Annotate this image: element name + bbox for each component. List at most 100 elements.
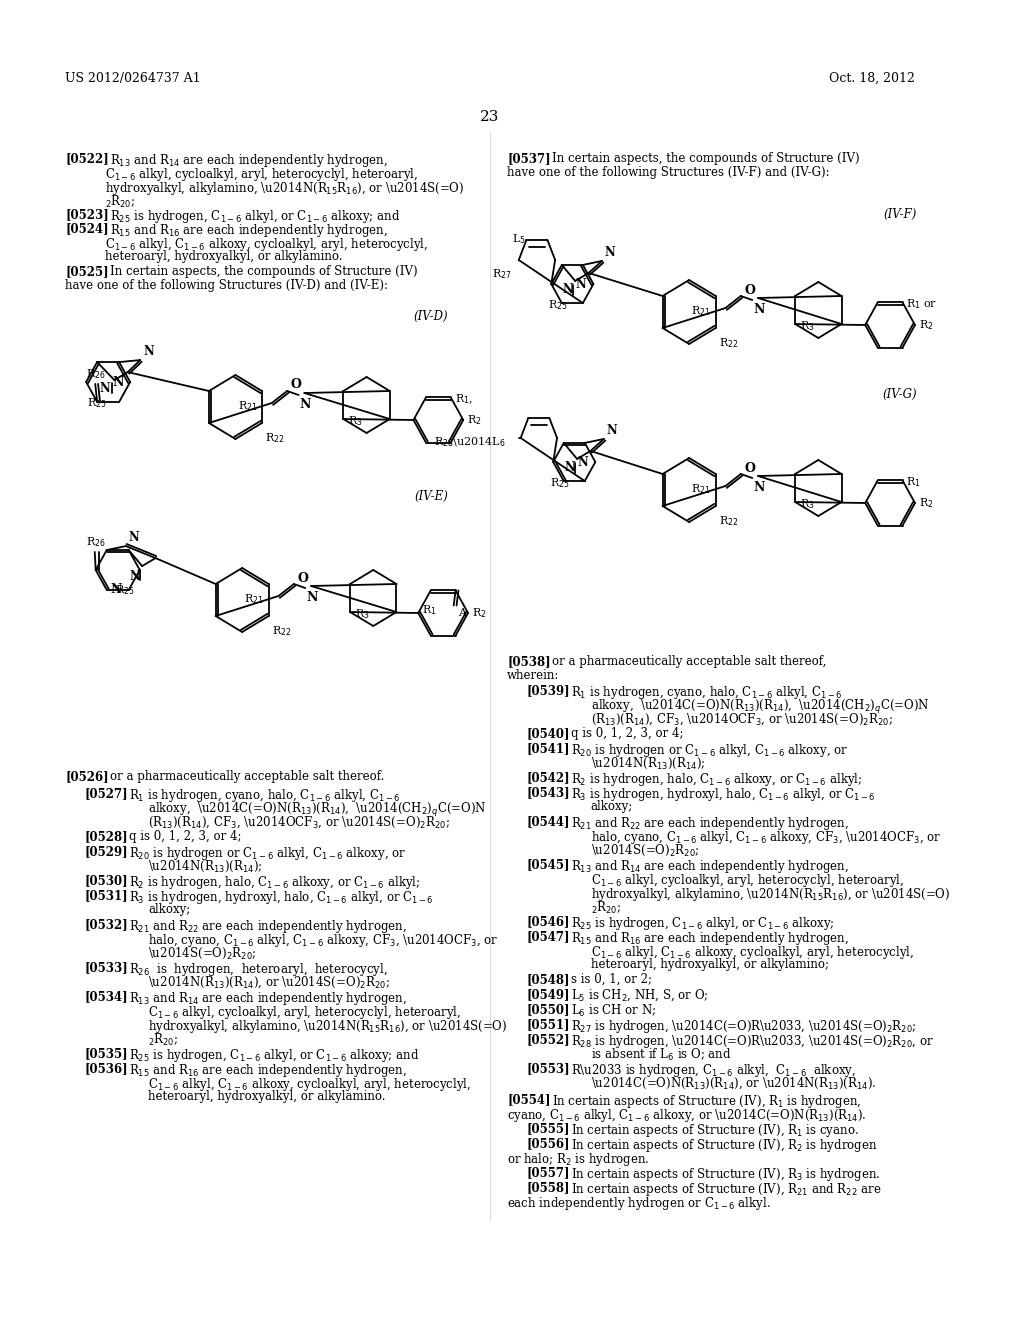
Text: R$_{21}$: R$_{21}$ xyxy=(244,591,264,606)
Text: q is 0, 1, 2, 3, or 4;: q is 0, 1, 2, 3, or 4; xyxy=(129,830,242,843)
Text: In certain aspects of Structure (IV), R$_{21}$ and R$_{22}$ are: In certain aspects of Structure (IV), R$… xyxy=(571,1181,882,1199)
Text: R$_{25}$: R$_{25}$ xyxy=(548,298,567,312)
Text: R$_{26}$: R$_{26}$ xyxy=(86,367,106,381)
Text: R$_{15}$ and R$_{16}$ are each independently hydrogen,: R$_{15}$ and R$_{16}$ are each independe… xyxy=(110,222,388,239)
Text: heteroaryl, hydroxyalkyl, or alkylamino;: heteroaryl, hydroxyalkyl, or alkylamino; xyxy=(591,958,828,972)
Text: R$_{25}$: R$_{25}$ xyxy=(115,583,134,597)
Text: [0553]: [0553] xyxy=(526,1063,570,1074)
Text: N: N xyxy=(112,375,124,388)
Text: heteroaryl, hydroxyalkyl, or alkylamino.: heteroaryl, hydroxyalkyl, or alkylamino. xyxy=(148,1090,386,1104)
Text: In certain aspects of Structure (IV), R$_{1}$ is hydrogen,: In certain aspects of Structure (IV), R$… xyxy=(552,1093,861,1110)
Text: C$_{1-6}$ alkyl, C$_{1-6}$ alkoxy, cycloalkyl, aryl, heterocyclyl,: C$_{1-6}$ alkyl, C$_{1-6}$ alkoxy, cyclo… xyxy=(105,236,429,253)
Text: R$_{15}$ and R$_{16}$ are each independently hydrogen,: R$_{15}$ and R$_{16}$ are each independe… xyxy=(571,931,849,946)
Text: Oct. 18, 2012: Oct. 18, 2012 xyxy=(829,73,915,84)
Text: [0545]: [0545] xyxy=(526,858,570,871)
Text: hydroxyalkyl, alkylamino, \u2014N(R$_{15}$R$_{16}$), or \u2014S(=O): hydroxyalkyl, alkylamino, \u2014N(R$_{15… xyxy=(148,1018,508,1035)
Text: [0557]: [0557] xyxy=(526,1166,570,1179)
Text: R$_{1}$ or: R$_{1}$ or xyxy=(906,297,938,312)
Text: [0558]: [0558] xyxy=(526,1181,570,1195)
Text: R$_{3}$ is hydrogen, hydroxyl, halo, C$_{1-6}$ alkyl, or C$_{1-6}$: R$_{3}$ is hydrogen, hydroxyl, halo, C$_… xyxy=(571,785,877,803)
Text: C$_{1-6}$ alkyl, C$_{1-6}$ alkoxy, cycloalkyl, aryl, heterocyclyl,: C$_{1-6}$ alkyl, C$_{1-6}$ alkoxy, cyclo… xyxy=(591,944,913,961)
Text: N: N xyxy=(562,282,573,296)
Text: [0549]: [0549] xyxy=(526,987,570,1001)
Text: \u2014C(=O)N(R$_{13}$)(R$_{14}$), or \u2014N(R$_{13}$)(R$_{14}$).: \u2014C(=O)N(R$_{13}$)(R$_{14}$), or \u2… xyxy=(591,1076,876,1092)
Text: N: N xyxy=(129,570,140,583)
Text: [0546]: [0546] xyxy=(526,915,570,928)
Text: have one of the following Structures (IV-F) and (IV-G):: have one of the following Structures (IV… xyxy=(507,166,829,180)
Text: R$_{22}$: R$_{22}$ xyxy=(719,337,738,350)
Text: [0538]: [0538] xyxy=(507,655,551,668)
Text: R$_{21}$: R$_{21}$ xyxy=(691,482,711,496)
Text: C$_{1-6}$ alkyl, C$_{1-6}$ alkoxy, cycloalkyl, aryl, heterocyclyl,: C$_{1-6}$ alkyl, C$_{1-6}$ alkoxy, cyclo… xyxy=(148,1076,472,1093)
Text: R$_{22}$: R$_{22}$ xyxy=(719,513,738,528)
Text: R$_{2}$: R$_{2}$ xyxy=(472,606,486,620)
Text: L$_{6}$ is CH or N;: L$_{6}$ is CH or N; xyxy=(571,1003,656,1019)
Text: [0535]: [0535] xyxy=(84,1047,128,1060)
Text: US 2012/0264737 A1: US 2012/0264737 A1 xyxy=(66,73,201,84)
Text: R$_{22}$: R$_{22}$ xyxy=(265,432,285,445)
Text: R$_{21}$: R$_{21}$ xyxy=(691,304,711,318)
Text: [0524]: [0524] xyxy=(66,222,109,235)
Text: N: N xyxy=(143,345,154,358)
Text: heteroaryl, hydroxyalkyl, or alkylamino.: heteroaryl, hydroxyalkyl, or alkylamino. xyxy=(105,249,343,263)
Text: (IV-G): (IV-G) xyxy=(883,388,916,401)
Text: R$_{3}$: R$_{3}$ xyxy=(355,607,370,620)
Text: R$_{13}$ and R$_{14}$ are each independently hydrogen,: R$_{13}$ and R$_{14}$ are each independe… xyxy=(110,152,388,169)
Text: alkoxy,  \u2014C(=O)N(R$_{13}$)(R$_{14}$),  \u2014(CH$_{2}$)$_{q}$C(=O)N: alkoxy, \u2014C(=O)N(R$_{13}$)(R$_{14}$)… xyxy=(148,801,486,818)
Text: R$_{2}$ is hydrogen, halo, C$_{1-6}$ alkoxy, or C$_{1-6}$ alkyl;: R$_{2}$ is hydrogen, halo, C$_{1-6}$ alk… xyxy=(571,771,862,788)
Text: R$_{1}$: R$_{1}$ xyxy=(422,603,436,618)
Text: N: N xyxy=(607,424,617,437)
Text: alkoxy;: alkoxy; xyxy=(591,800,633,813)
Text: O: O xyxy=(291,379,302,392)
Text: [0532]: [0532] xyxy=(84,917,128,931)
Text: L$_{5}$: L$_{5}$ xyxy=(512,232,525,246)
Text: \u2014N(R$_{13}$)(R$_{14}$);: \u2014N(R$_{13}$)(R$_{14}$); xyxy=(591,756,705,771)
Text: N: N xyxy=(575,277,587,290)
Text: C$_{1-6}$ alkyl, cycloalkyl, aryl, heterocyclyl, heteroaryl,: C$_{1-6}$ alkyl, cycloalkyl, aryl, heter… xyxy=(148,1005,462,1020)
Text: N: N xyxy=(754,480,765,494)
Text: [0556]: [0556] xyxy=(526,1137,570,1150)
Text: C$_{1-6}$ alkyl, cycloalkyl, aryl, heterocyclyl, heteroaryl,: C$_{1-6}$ alkyl, cycloalkyl, aryl, heter… xyxy=(105,166,419,183)
Text: R$_{26}$  is  hydrogen,  heteroaryl,  heterocycyl,: R$_{26}$ is hydrogen, heteroaryl, hetero… xyxy=(129,961,388,978)
Text: R$_{27}$: R$_{27}$ xyxy=(493,267,512,281)
Text: N: N xyxy=(129,531,139,544)
Text: R$_{15}$ and R$_{16}$ are each independently hydrogen,: R$_{15}$ and R$_{16}$ are each independe… xyxy=(129,1063,408,1078)
Text: R$_{20}$ is hydrogen or C$_{1-6}$ alkyl, C$_{1-6}$ alkoxy, or: R$_{20}$ is hydrogen or C$_{1-6}$ alkyl,… xyxy=(129,845,407,862)
Text: R$_{1}$ is hydrogen, cyano, halo, C$_{1-6}$ alkyl, C$_{1-6}$: R$_{1}$ is hydrogen, cyano, halo, C$_{1-… xyxy=(129,787,400,804)
Text: (IV-E): (IV-E) xyxy=(414,490,447,503)
Text: R$_{1}$: R$_{1}$ xyxy=(906,475,922,490)
Text: hydroxyalkyl, alkylamino, \u2014N(R$_{15}$R$_{16}$), or \u2014S(=O): hydroxyalkyl, alkylamino, \u2014N(R$_{15… xyxy=(591,886,950,903)
Text: [0528]: [0528] xyxy=(84,830,128,843)
Text: alkoxy,  \u2014C(=O)N(R$_{13}$)(R$_{14}$),  \u2014(CH$_{2}$)$_{q}$C(=O)N: alkoxy, \u2014C(=O)N(R$_{13}$)(R$_{14}$)… xyxy=(591,698,929,715)
Text: R$_{1}$,: R$_{1}$, xyxy=(455,392,473,407)
Text: (R$_{13}$)(R$_{14}$), CF$_{3}$, \u2014OCF$_{3}$, or \u2014S(=O)$_{2}$R$_{20}$;: (R$_{13}$)(R$_{14}$), CF$_{3}$, \u2014OC… xyxy=(148,814,451,830)
Text: [0548]: [0548] xyxy=(526,973,570,986)
Text: [0530]: [0530] xyxy=(84,874,128,887)
Text: R$_{2}$: R$_{2}$ xyxy=(467,413,481,426)
Text: halo, cyano, C$_{1-6}$ alkyl, C$_{1-6}$ alkoxy, CF$_{3}$, \u2014OCF$_{3}$, or: halo, cyano, C$_{1-6}$ alkyl, C$_{1-6}$ … xyxy=(591,829,941,846)
Text: \u2014N(R$_{13}$)(R$_{14}$);: \u2014N(R$_{13}$)(R$_{14}$); xyxy=(148,859,263,874)
Text: \u2014S(=O)$_{2}$R$_{20}$;: \u2014S(=O)$_{2}$R$_{20}$; xyxy=(591,843,699,858)
Text: C$_{1-6}$ alkyl, cycloalkyl, aryl, heterocyclyl, heteroaryl,: C$_{1-6}$ alkyl, cycloalkyl, aryl, heter… xyxy=(591,873,904,888)
Text: R$_{3}$ is hydrogen, hydroxyl, halo, C$_{1-6}$ alkyl, or C$_{1-6}$: R$_{3}$ is hydrogen, hydroxyl, halo, C$_… xyxy=(129,888,434,906)
Text: $_{2}$R$_{20}$;: $_{2}$R$_{20}$; xyxy=(148,1032,178,1048)
Text: $_{2}$R$_{20}$;: $_{2}$R$_{20}$; xyxy=(591,900,621,916)
Text: [0533]: [0533] xyxy=(84,961,128,974)
Text: (IV-D): (IV-D) xyxy=(414,310,447,323)
Text: R$_{3}$: R$_{3}$ xyxy=(800,498,815,511)
Text: In certain aspects of Structure (IV), R$_{1}$ is cyano.: In certain aspects of Structure (IV), R$… xyxy=(571,1122,859,1139)
Text: [0550]: [0550] xyxy=(526,1003,570,1016)
Text: (IV-F): (IV-F) xyxy=(884,209,916,220)
Text: [0540]: [0540] xyxy=(526,727,570,741)
Text: R$_{2}$: R$_{2}$ xyxy=(919,318,934,331)
Text: R$_{13}$ and R$_{14}$ are each independently hydrogen,: R$_{13}$ and R$_{14}$ are each independe… xyxy=(571,858,849,875)
Text: [0551]: [0551] xyxy=(526,1018,570,1031)
Text: [0537]: [0537] xyxy=(507,152,551,165)
Text: [0552]: [0552] xyxy=(526,1034,570,1045)
Text: (R$_{13}$)(R$_{14}$), CF$_{3}$, \u2014OCF$_{3}$, or \u2014S(=O)$_{2}$R$_{20}$;: (R$_{13}$)(R$_{14}$), CF$_{3}$, \u2014OC… xyxy=(591,711,892,727)
Text: N: N xyxy=(99,381,111,395)
Text: R$_{22}$: R$_{22}$ xyxy=(271,624,291,638)
Text: [0531]: [0531] xyxy=(84,888,128,902)
Text: R$_{3}$: R$_{3}$ xyxy=(348,414,362,428)
Text: R$_{2}$ is hydrogen, halo, C$_{1-6}$ alkoxy, or C$_{1-6}$ alkyl;: R$_{2}$ is hydrogen, halo, C$_{1-6}$ alk… xyxy=(129,874,421,891)
